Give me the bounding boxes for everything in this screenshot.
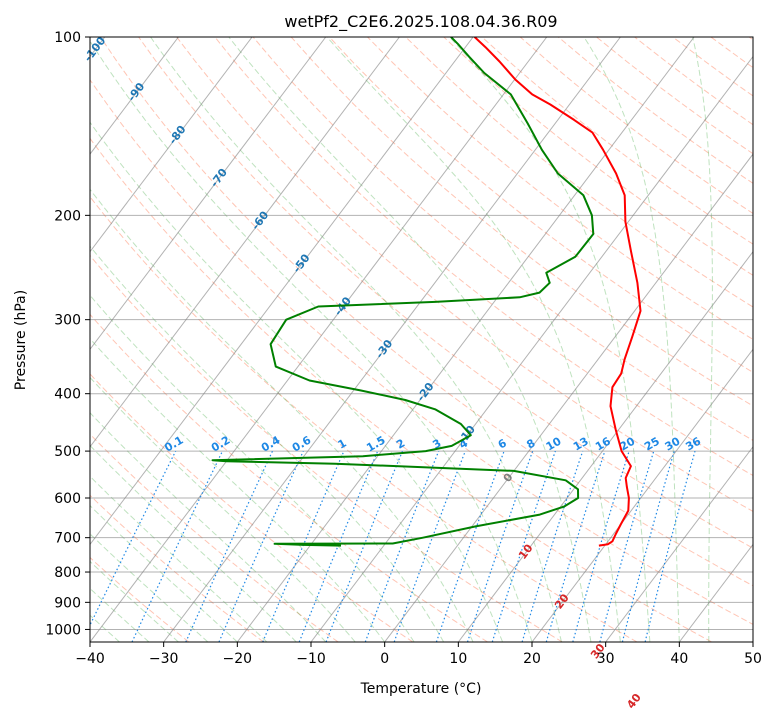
x-tick-label: −20 (223, 651, 253, 667)
dry-adiabat (90, 137, 712, 642)
mixing-ratio-line (466, 450, 534, 642)
moist-adiabat (90, 245, 445, 642)
x-tick-label: 20 (523, 651, 541, 667)
dry-adiabat (90, 556, 190, 642)
y-axis: 100 200 300 400 500 600 700 800 900 1000 (45, 30, 90, 638)
moist-adiabat (90, 337, 386, 642)
mixing-ratio-line (491, 450, 556, 642)
mixing-ratio-line (621, 450, 675, 642)
mixing-ratio-line (521, 450, 584, 642)
moist-adiabat (150, 37, 562, 642)
dewpoint-line (211, 37, 595, 547)
isotherm-line (90, 37, 400, 448)
dry-adiabat (176, 37, 753, 513)
isotherm-line (752, 641, 753, 642)
dry-adiabat (90, 254, 563, 642)
y-tick-label: 400 (54, 387, 81, 403)
dry-adiabat (214, 37, 753, 477)
mixing-ratio-line (298, 450, 379, 642)
moist-adiabat (90, 412, 327, 642)
dry-adiabat (90, 78, 753, 625)
mixing-ratio-line (599, 450, 655, 642)
x-axis-label: Temperature (°C) (360, 681, 482, 697)
mixing-ratio-lines (90, 450, 696, 642)
x-tick-label: 40 (670, 651, 688, 667)
isotherm-line (90, 37, 179, 155)
mixing-ratio-line (90, 450, 177, 627)
isotherm-line (90, 37, 474, 546)
isotherm-line (310, 55, 753, 642)
moist-adiabat (449, 37, 651, 642)
moist-adiabat (90, 475, 268, 642)
y-tick-label: 300 (54, 313, 81, 329)
chart-title: wetPf2_C2E6.2025.108.04.36.R09 (284, 12, 557, 32)
isotherm-line (531, 348, 753, 642)
isotherm-line (90, 37, 253, 253)
moist-adiabat (326, 37, 621, 642)
y-axis-label: Pressure (hPa) (13, 290, 29, 390)
isotherm-line (163, 37, 621, 642)
x-tick-label: 10 (449, 651, 467, 667)
mixing-ratio-line (218, 450, 304, 642)
y-tick-label: 500 (54, 444, 81, 460)
isotherm-line (90, 37, 548, 642)
mixing-ratio-line (393, 450, 466, 642)
mixing-ratio-line (364, 450, 440, 642)
mixing-ratio-line (262, 450, 345, 642)
temperature-line (473, 37, 642, 547)
x-tick-label: −10 (296, 651, 326, 667)
y-tick-label: 600 (54, 491, 81, 507)
dry-adiabat (90, 196, 638, 642)
moist-adiabat (583, 37, 680, 642)
y-tick-label: 800 (54, 565, 81, 581)
mixing-ratio-line (435, 450, 505, 642)
isotherms (90, 37, 753, 642)
mixing-ratio-line (644, 450, 696, 642)
moist-adiabat (90, 40, 533, 642)
dry-adiabat (252, 37, 753, 441)
moist-adiabat (90, 376, 356, 642)
dry-adiabat (90, 433, 339, 642)
x-tick-label: −30 (149, 651, 179, 667)
isotherm-line (605, 446, 753, 642)
moist-adiabat (692, 37, 713, 642)
mixing-ratio-line (325, 450, 404, 642)
x-axis: −40 −30 −20 −10 0 10 20 30 40 50 (75, 642, 762, 667)
moist-adiabats (90, 37, 713, 642)
y-tick-label: 900 (54, 595, 81, 611)
isotherm-line (236, 37, 695, 642)
isotherm-label: 40 (624, 691, 644, 708)
sounding-series (211, 37, 642, 547)
moist-adiabat (228, 37, 592, 642)
x-tick-label: 50 (744, 651, 762, 667)
y-tick-label: 1000 (45, 622, 81, 638)
dry-adiabat (329, 37, 753, 373)
dry-adiabat (90, 313, 488, 642)
y-tick-label: 700 (54, 531, 81, 547)
isotherm-line (384, 153, 753, 642)
moist-adiabat (90, 444, 297, 642)
isotherm-line (90, 37, 327, 351)
plot-frame (89, 36, 754, 643)
moist-adiabat (90, 188, 474, 642)
plot-area (90, 37, 753, 642)
isotherm-line (457, 250, 753, 642)
x-tick-label: 0 (380, 651, 389, 667)
dry-adiabat (90, 494, 264, 642)
dry-adiabat (405, 37, 753, 308)
y-tick-label: 200 (54, 208, 81, 224)
moist-adiabat (90, 121, 503, 642)
y-tick-label: 100 (54, 30, 81, 46)
mixing-ratio-line (545, 450, 606, 642)
dry-adiabat (99, 37, 753, 587)
x-tick-label: 30 (597, 651, 615, 667)
mixing-ratio-line (572, 450, 630, 642)
x-tick-label: −40 (75, 651, 105, 667)
